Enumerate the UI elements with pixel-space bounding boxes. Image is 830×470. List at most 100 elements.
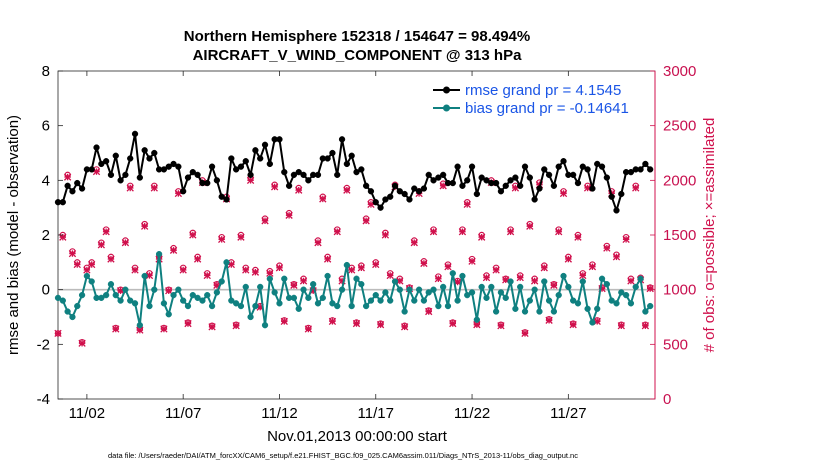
bias-point [622, 291, 630, 299]
obs-assimilated-marker [68, 249, 77, 258]
obs-assimilated-marker [242, 266, 250, 274]
rmse-point [338, 136, 346, 143]
rmse-point [107, 171, 115, 179]
rmse-point [276, 136, 283, 143]
obs-assimilated-marker [516, 273, 524, 282]
bias-point [98, 294, 105, 302]
rmse-point [343, 160, 351, 168]
bias-point [319, 294, 326, 302]
rmse-point [512, 174, 519, 181]
rmse-point [536, 185, 543, 192]
rmse-point [208, 163, 216, 170]
x-axis: 11/02 11/07 11/12 11/17 11/22 11/27 [69, 71, 587, 422]
bias-point [112, 291, 119, 299]
rmse-point [232, 166, 240, 173]
bias-point [64, 308, 71, 315]
rmse-point [257, 155, 264, 162]
rmse-point [165, 163, 172, 170]
rmse-point [285, 182, 293, 189]
bias-point [290, 294, 298, 302]
obs-assimilated-marker [319, 195, 327, 203]
obs-assimilated-marker [160, 325, 168, 333]
rmse-point [74, 179, 81, 187]
bias-point [391, 278, 399, 285]
rmse-point [261, 141, 269, 148]
bias-point [184, 302, 192, 310]
bias-point [232, 300, 240, 307]
bias-point [74, 302, 81, 310]
bias-point [353, 275, 360, 282]
obs-assimilated-marker [545, 316, 553, 324]
obs-assimilated-marker [304, 325, 313, 333]
rmse-point [141, 147, 148, 154]
bias-point [367, 297, 375, 304]
x-tick-label: 11/12 [261, 405, 297, 422]
bias-point [627, 300, 635, 307]
bias-point [131, 300, 139, 307]
rmse-point [459, 182, 466, 189]
bias-point [377, 297, 384, 304]
bias-point [223, 259, 230, 266]
bias-point [459, 272, 466, 280]
obs-assimilated-marker [574, 233, 582, 241]
bias-point [261, 322, 269, 329]
bias-point [122, 286, 129, 293]
bias-point [107, 281, 115, 288]
bias-point [420, 297, 428, 304]
left-tick-label: 2 [42, 227, 50, 244]
obs-assimilated-marker [372, 260, 380, 269]
rmse-point [560, 158, 567, 165]
rmse-point [223, 196, 230, 203]
bias-point [594, 305, 601, 312]
bias-series-layer [54, 250, 654, 329]
obs-assimilated-marker [141, 222, 149, 230]
rmse-point [93, 144, 100, 151]
obs-assimilated-marker [290, 281, 298, 289]
rmse-point [151, 149, 158, 157]
rmse-point [517, 182, 524, 189]
obs-assimilated-marker [550, 281, 558, 289]
obs-assimilated-marker [362, 217, 370, 225]
rmse-point [281, 168, 288, 176]
obs-assimilated-marker [444, 263, 452, 271]
rmse-point [396, 188, 403, 195]
right-y-axis: 0 500 1000 1500 2000 2500 3000 [650, 63, 696, 408]
obs-assimilated-marker [540, 264, 548, 272]
rmse-point [122, 171, 129, 179]
rmse-point [598, 163, 606, 170]
bias-point [589, 319, 596, 326]
bias-point [536, 308, 543, 315]
rmse-point [175, 163, 182, 170]
obs-assimilated-marker [521, 329, 529, 338]
bias-point [425, 289, 432, 296]
bias-point [54, 294, 62, 302]
right-tick-label: 3000 [663, 63, 696, 80]
rmse-point [570, 171, 577, 179]
x-tick-label: 11/27 [550, 405, 586, 422]
legend-bias-swatch-marker [443, 104, 450, 112]
obs-assimilated-marker [400, 323, 409, 331]
rmse-point [555, 163, 562, 170]
right-tick-label: 1500 [663, 227, 696, 244]
bias-point [454, 297, 461, 304]
obs-assimilated-marker [376, 320, 385, 329]
legend-bias-label: bias grand pr = -0.14641 [465, 100, 629, 117]
obs-assimilated-marker [63, 173, 72, 181]
obs-assimilated-marker [564, 255, 572, 263]
bias-point [521, 308, 529, 315]
bias-point [199, 297, 206, 304]
bias-point [151, 286, 158, 293]
rmse-point [637, 166, 644, 173]
obs-assimilated-marker [617, 322, 625, 330]
rmse-point [194, 171, 201, 179]
obs-assimilated-marker [627, 277, 635, 285]
bias-point [175, 286, 182, 293]
plot-area [54, 70, 656, 400]
rmse-point [613, 207, 620, 214]
obs-assimilated-marker [270, 183, 279, 191]
obs-assimilated-marker [54, 329, 62, 338]
obs-assimilated-marker [251, 268, 260, 276]
obs-assimilated-marker [107, 255, 115, 263]
rmse-point [425, 171, 432, 179]
x-axis-label: Nov.01,2013 00:00:00 start [267, 428, 448, 445]
